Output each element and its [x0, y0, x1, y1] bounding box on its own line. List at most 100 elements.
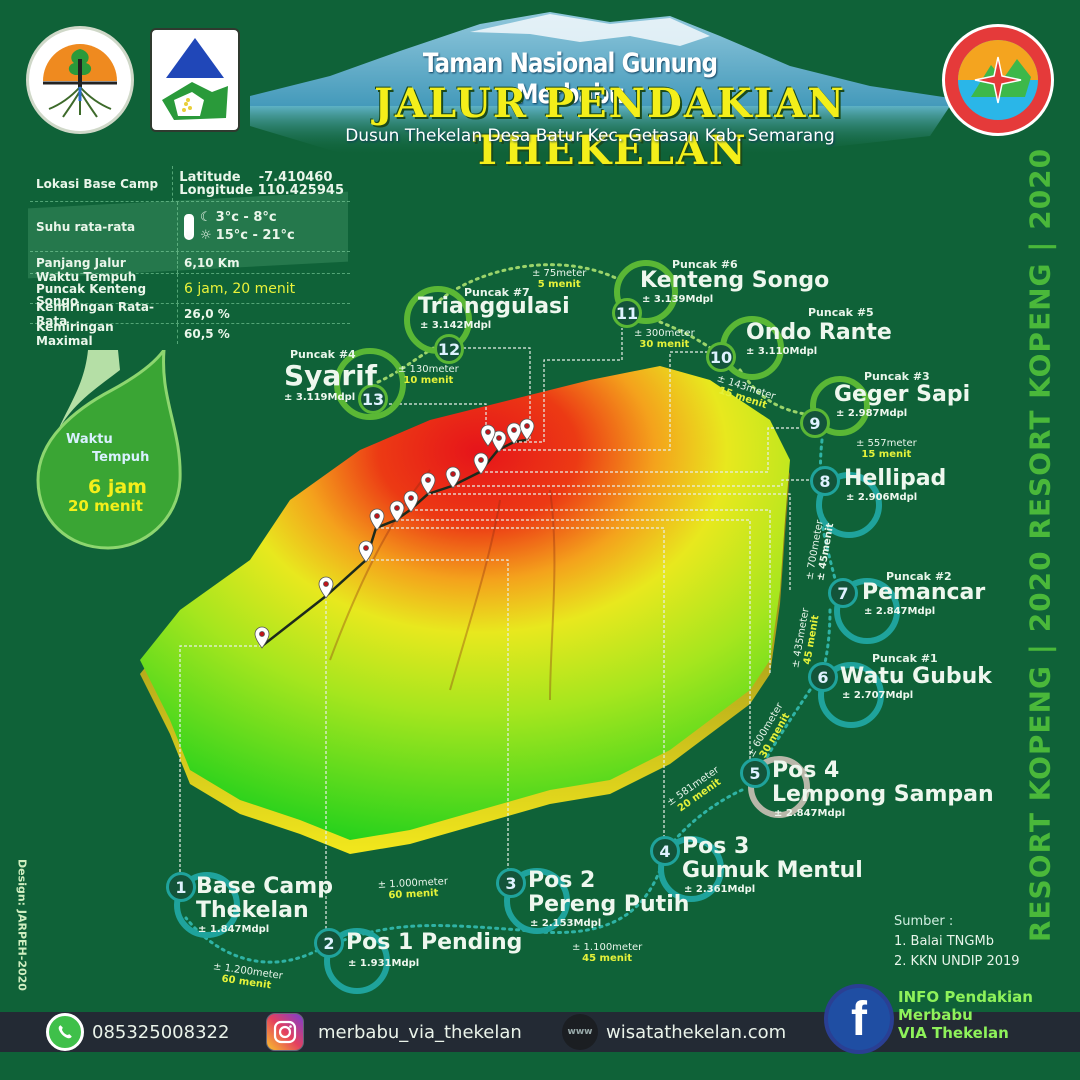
whatsapp-icon [46, 1013, 84, 1051]
website-link[interactable]: www wisatathekelan.com [562, 1012, 786, 1052]
peak-label: Puncak #1 [872, 652, 938, 665]
peak-label: Puncak #3 [864, 370, 930, 383]
waypoint-number: 6 [808, 662, 838, 692]
segment-time: 60 menit [388, 887, 439, 902]
waypoint-name-line2: Lempong Sampan [772, 782, 994, 807]
facebook-page[interactable]: INFO Pendakian Merbabu VIA Thekelan [898, 988, 1033, 1042]
website-url: wisatathekelan.com [606, 1021, 787, 1043]
facebook-line1: INFO Pendakian [898, 988, 1033, 1006]
waypoint-name: Kenteng Songo [640, 268, 830, 293]
longitude-value: 110.425945 [257, 182, 344, 198]
segment-10-11: ± 300meter 30 menit [634, 328, 695, 350]
day-temperature: 15°c - 21°c [215, 227, 295, 243]
instagram-contact[interactable]: merbabu_via_thekelan [266, 1012, 522, 1052]
waypoint-name-line2: Thekelan [196, 898, 309, 923]
park-name: Taman Nasional Gunung Merbabu [422, 48, 718, 110]
segment-time: 45 menit [582, 953, 633, 964]
instagram-handle: merbabu_via_thekelan [318, 1021, 522, 1043]
waypoint-number: 11 [612, 298, 642, 328]
waypoint-elevation: ± 2.361Mdpl [684, 884, 756, 895]
time-label-line2: Puncak Kenteng Songo [36, 281, 147, 308]
base-camp-label: Lokasi Base Camp [30, 166, 174, 201]
drop-label-line2: Tempuh [92, 450, 150, 465]
waypoint-elevation: ± 1.931Mdpl [348, 958, 420, 969]
temperature-label: Suhu rata-rata [30, 202, 178, 251]
page-title: JALUR PENDAKIAN THEKELAN [374, 80, 846, 174]
segment-12-13: ± 130meter 10 menit [398, 364, 459, 386]
waypoint-name: Trianggulasi [418, 294, 570, 319]
waypoint-number: 1 [166, 872, 196, 902]
facebook-line3: VIA Thekelan [898, 1024, 1009, 1042]
peak-label: Puncak #6 [672, 258, 738, 271]
length-label: Panjang Jalur [30, 252, 178, 273]
length-value: 6,10 Km [184, 255, 240, 270]
waypoint-elevation: ± 2.987Mdpl [836, 408, 908, 419]
thermometer-icon [184, 213, 194, 240]
facebook-line2: Merbabu [898, 1006, 973, 1024]
waypoint-elevation: ± 3.139Mdpl [642, 294, 714, 305]
facebook-bar-segment [898, 1012, 1058, 1052]
waypoint-elevation: ± 2.707Mdpl [842, 690, 914, 701]
waypoint-number: 9 [800, 408, 830, 438]
sources-heading: Sumber : [894, 914, 954, 929]
waypoint-name: Ondo Rante [746, 320, 892, 345]
waypoint-elevation: ± 2.847Mdpl [774, 808, 846, 819]
waypoint-name: Base Camp [196, 874, 333, 899]
waypoint-number: 13 [358, 384, 388, 414]
resort-kopeng-side-text: RESORT KOPENG | 2020 RESORT KOPENG | 202… [1018, 148, 1062, 942]
waypoint-number: 7 [828, 578, 858, 608]
facebook-icon[interactable]: f [824, 984, 894, 1054]
latitude-label: Latitude [179, 169, 241, 185]
waypoint-elevation: ± 3.142Mdpl [420, 320, 492, 331]
segment-time: 5 menit [537, 279, 581, 290]
waypoint-name: Watu Gubuk [840, 664, 992, 689]
segment-time: 10 menit [403, 375, 454, 386]
location-subtitle: Dusun Thekelan Desa Batur Kec. Getasan K… [345, 126, 835, 146]
waypoint-name: Hellipad [844, 466, 947, 491]
segment-11-12: ± 75meter 5 menit [532, 268, 586, 290]
waypoint-number: 5 [740, 758, 770, 788]
peak-label: Puncak #4 [290, 348, 356, 361]
slope-max-value: 60,5 % [184, 327, 230, 341]
peak-label: Puncak #2 [886, 570, 952, 583]
source-item: 1. Balai TNGMb [894, 934, 994, 949]
moon-icon: ☾ [200, 209, 212, 225]
side-text-right: RESORT KOPENG | 2020 RESORT KOPENG | 202… [1023, 147, 1057, 943]
tngmb-logo [150, 28, 240, 132]
drop-time-hours: 6 jam [88, 476, 147, 498]
travel-time-drop-icon [36, 350, 182, 550]
waypoint-name: Pemancar [862, 580, 986, 605]
whatsapp-contact[interactable]: 085325008322 [46, 1012, 229, 1052]
peak-label: Puncak #7 [464, 286, 530, 299]
waypoint-number: 3 [496, 868, 526, 898]
waypoint-number: 12 [434, 334, 464, 364]
segment-3-4: ± 1.100meter 45 menit [572, 942, 642, 964]
waypoint-name: Pos 4 [772, 758, 840, 783]
longitude-label: Longitude [179, 182, 254, 198]
designer-credit: Design: JARPEH-2020 [4, 850, 40, 1000]
peak-label: Puncak #5 [808, 306, 874, 319]
waypoint-name: Pos 1 Pending [346, 930, 523, 955]
waypoint-elevation: ± 2.906Mdpl [846, 492, 918, 503]
segment-8-9: ± 557meter 15 menit [856, 438, 917, 460]
segment-2-3: ± 1.000meter 60 menit [377, 876, 448, 902]
header-mountain-banner [250, 12, 950, 156]
globe-icon: www [562, 1014, 598, 1050]
waypoint-number: 2 [314, 928, 344, 958]
drop-time-minutes: 20 menit [68, 497, 143, 515]
whatsapp-number: 085325008322 [92, 1021, 230, 1043]
source-item: 2. KKN UNDIP 2019 [894, 954, 1020, 969]
waypoint-name: Pos 3 [682, 834, 750, 859]
segment-distance: ± 130meter [398, 364, 459, 375]
waypoint-elevation: ± 1.847Mdpl [198, 924, 270, 935]
waypoint-name-line2: Gumuk Mentul [682, 858, 863, 883]
instagram-icon [266, 1013, 304, 1051]
time-label-line1: Waktu Tempuh [36, 269, 137, 284]
slope-max-label: Kemiringan Maximal [30, 320, 178, 348]
time-value: 6 jam, 20 menit [184, 280, 296, 297]
waypoint-name-line2: Pereng Putih [528, 892, 690, 917]
slope-avg-value: 26,0 % [184, 306, 230, 321]
waypoint-number: 4 [650, 836, 680, 866]
ministry-forestry-logo [26, 26, 134, 134]
waypoint-elevation: ± 2.153Mdpl [530, 918, 602, 929]
